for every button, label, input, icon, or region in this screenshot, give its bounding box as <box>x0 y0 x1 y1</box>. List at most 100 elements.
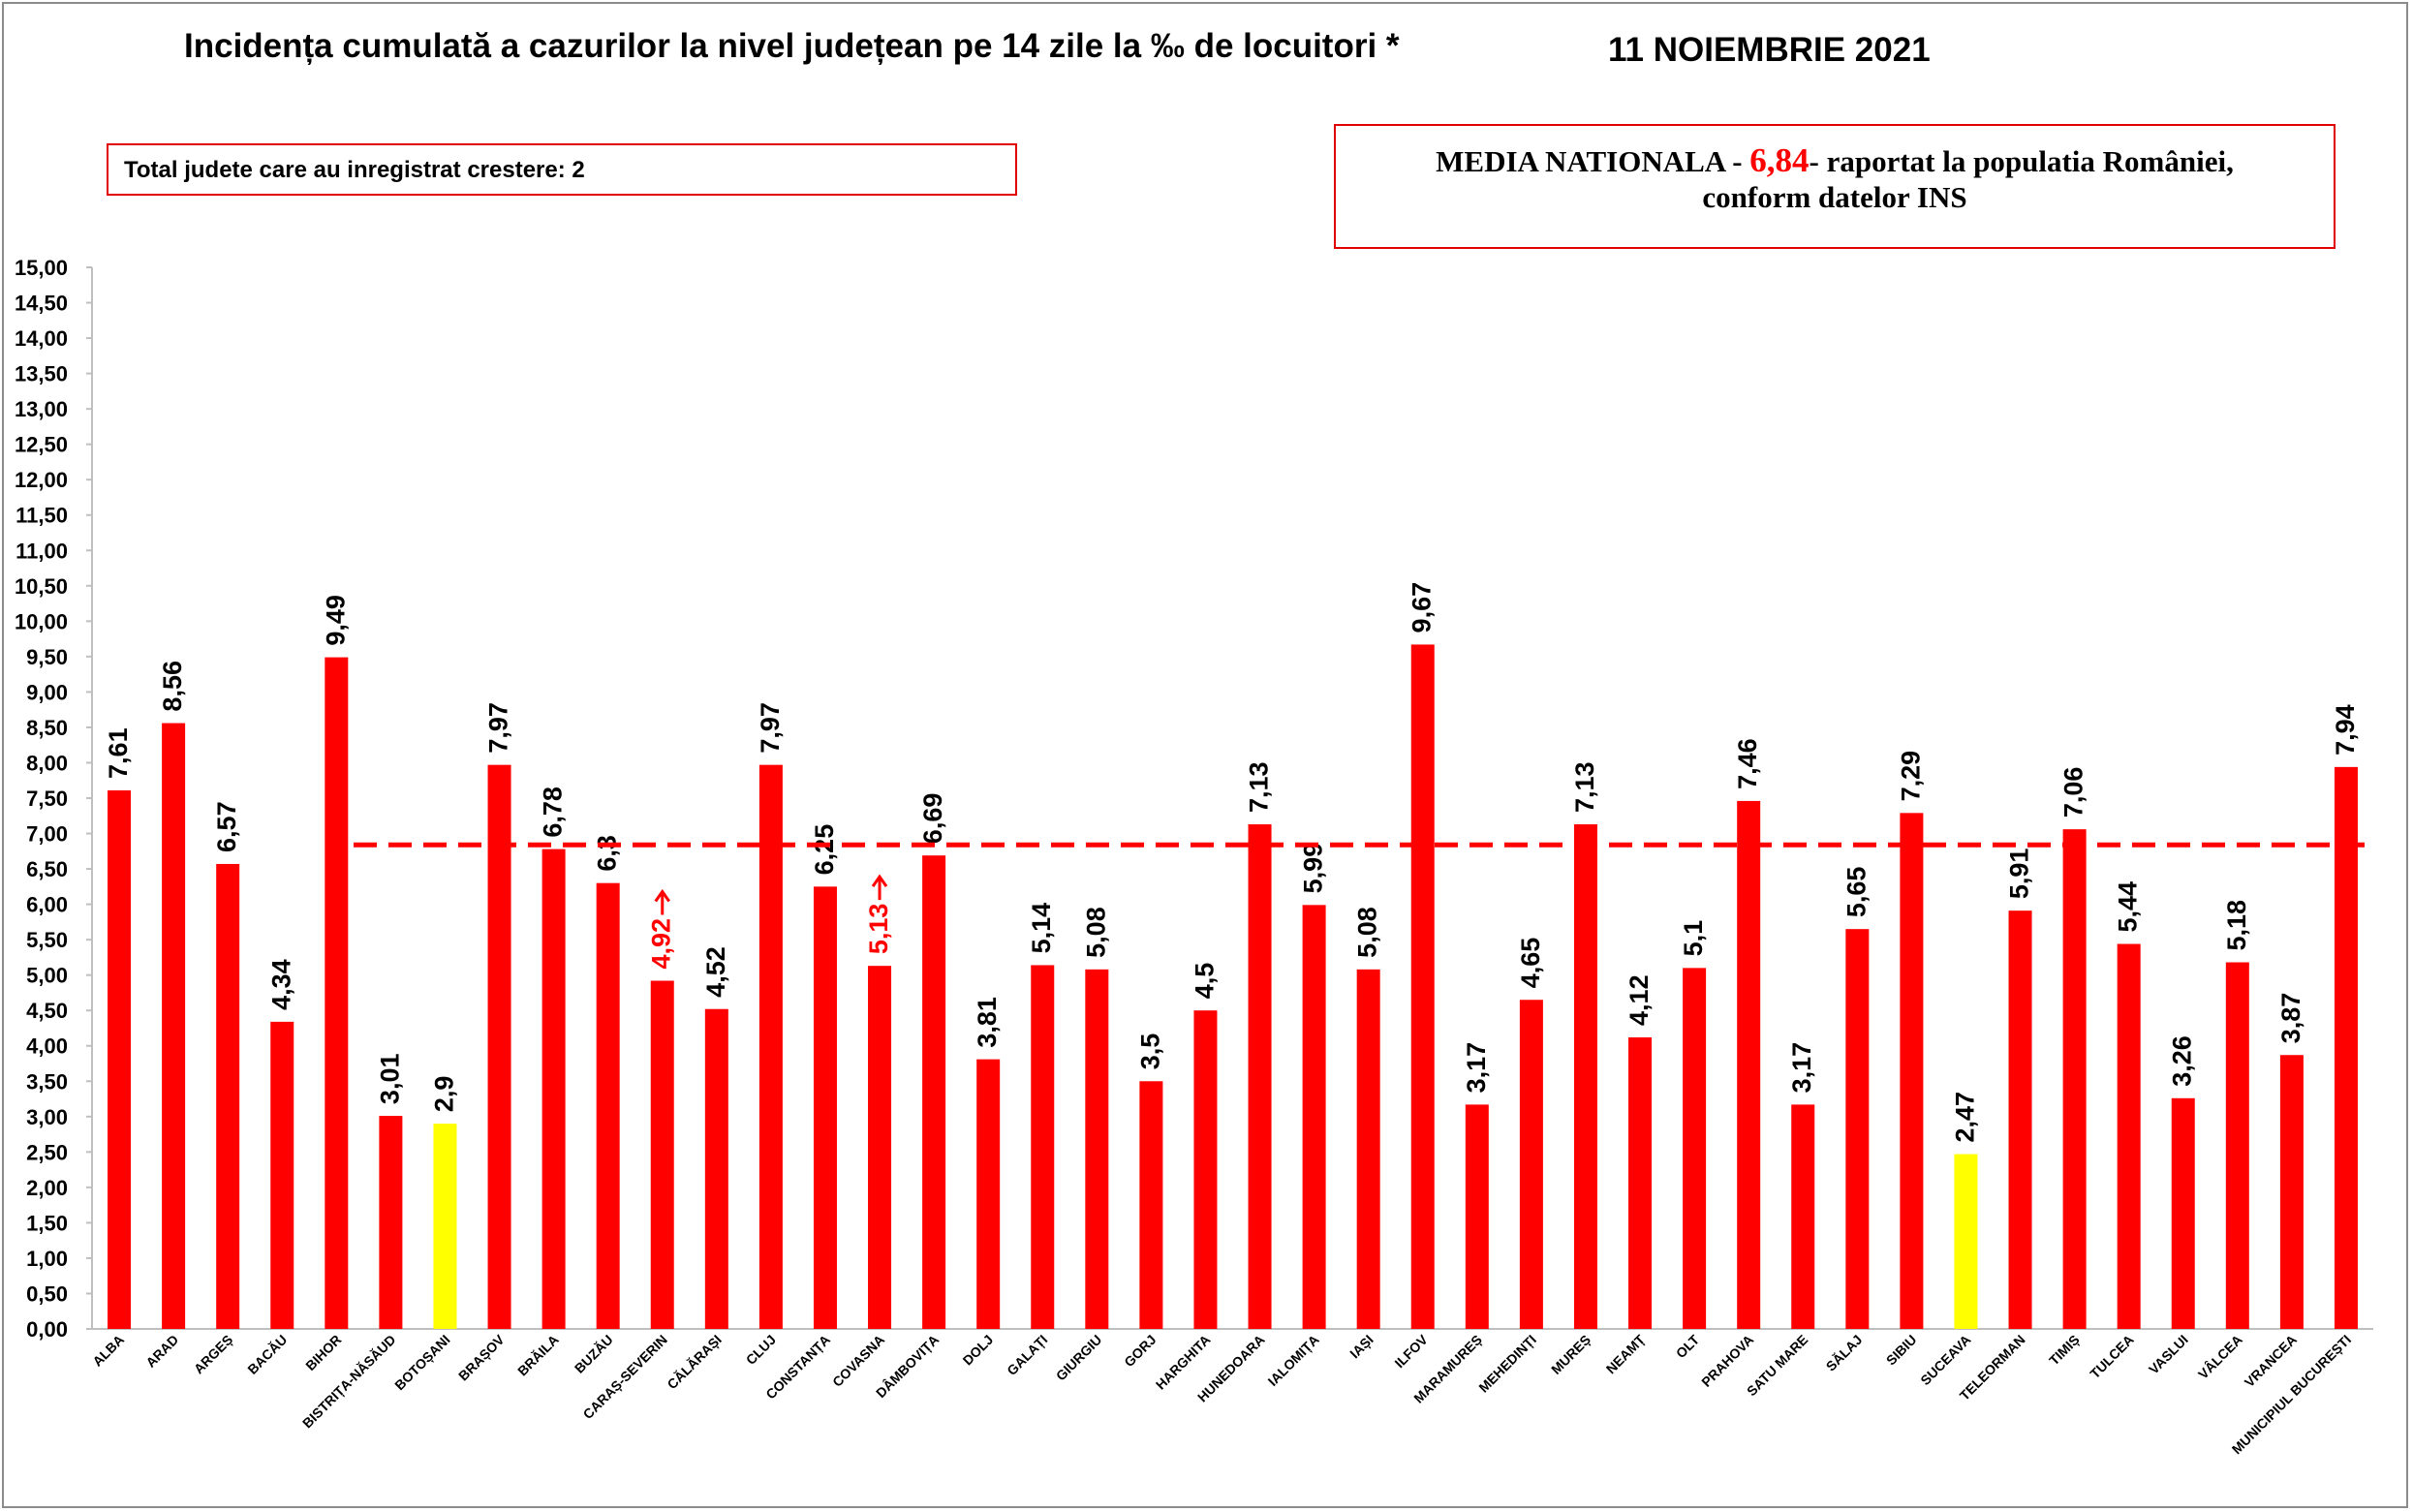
increase-arrow-icon <box>871 874 888 901</box>
y-tick-label: 8,50 <box>26 716 68 740</box>
value-label: 5,18 <box>2222 900 2251 951</box>
value-label: 8,56 <box>158 661 187 712</box>
bar <box>1683 968 1707 1329</box>
category-label: BUZĂU <box>572 1332 616 1376</box>
bar <box>1628 1036 1653 1329</box>
category-label: GORJ <box>1121 1332 1159 1370</box>
value-label: 7,46 <box>1733 738 1762 789</box>
category-label: IALOMIȚA <box>1265 1332 1322 1389</box>
increase-arrow-icon <box>654 888 670 915</box>
bar <box>2225 962 2249 1329</box>
y-tick-label: 7,50 <box>26 787 68 811</box>
national-average-suffix: - raportat la populatia României, <box>1809 144 2234 178</box>
category-label: CLUJ <box>743 1332 779 1368</box>
y-tick-label: 4,00 <box>26 1034 68 1059</box>
value-label: 4,92 <box>647 918 676 970</box>
y-tick-label: 0,50 <box>26 1281 68 1306</box>
value-label: 5,14 <box>1027 903 1056 954</box>
bar <box>433 1124 457 1329</box>
y-tick-label: 6,00 <box>26 893 68 917</box>
bar <box>1900 813 1924 1329</box>
increase-count-text: Total judete care au inregistrat crester… <box>124 157 585 183</box>
value-label: 5,08 <box>1081 907 1110 958</box>
bar <box>1356 969 1380 1329</box>
value-label: 3,26 <box>2168 1035 2197 1087</box>
bar <box>1573 824 1597 1329</box>
bar <box>1791 1104 1815 1329</box>
increase-count-box: Total judete care au inregistrat crester… <box>107 143 1017 196</box>
category-label: ALBA <box>89 1332 127 1370</box>
value-label: 4,52 <box>701 946 730 998</box>
value-label: 3,17 <box>1462 1042 1491 1094</box>
y-tick-label: 15,00 <box>15 256 68 280</box>
category-label: BOTOȘANI <box>391 1332 452 1393</box>
bar <box>1085 969 1109 1329</box>
category-label: BRĂILA <box>514 1332 562 1379</box>
category-label: ILFOV <box>1391 1331 1431 1371</box>
y-tick-label: 8,00 <box>26 751 68 775</box>
y-tick-label: 1,50 <box>26 1211 68 1235</box>
bar <box>162 723 186 1329</box>
value-label: 6,25 <box>810 824 839 876</box>
y-tick-label: 9,50 <box>26 645 68 669</box>
bar <box>758 764 783 1329</box>
category-label: BISTRIȚA-NĂSĂUD <box>299 1332 399 1432</box>
bar <box>596 882 620 1329</box>
category-label: GALAȚI <box>1004 1332 1050 1378</box>
y-tick-label: 10,00 <box>15 609 68 633</box>
value-label: 7,13 <box>1570 761 1599 813</box>
category-label: BRAȘOV <box>455 1331 508 1383</box>
value-label: 6,3 <box>593 835 622 872</box>
value-label: 7,13 <box>1245 761 1274 813</box>
bar <box>2334 766 2358 1329</box>
y-tick-label: 14,50 <box>15 292 68 316</box>
value-label: 5,44 <box>2114 881 2143 933</box>
bar <box>1031 965 1055 1329</box>
y-tick-label: 12,00 <box>15 468 68 492</box>
value-label: 4,12 <box>1624 974 1654 1026</box>
bar <box>379 1116 403 1329</box>
bar <box>216 863 240 1329</box>
y-tick-label: 11,00 <box>15 539 68 563</box>
category-label: ARGEȘ <box>191 1332 236 1377</box>
bar <box>650 980 674 1329</box>
value-label: 6,78 <box>539 787 568 838</box>
value-label: 9,67 <box>1408 582 1437 633</box>
report-date: 11 NOIEMBRIE 2021 <box>1608 31 1931 69</box>
y-tick-label: 3,50 <box>26 1069 68 1094</box>
bar <box>2171 1097 2195 1329</box>
y-tick-label: 3,00 <box>26 1105 68 1129</box>
bar <box>1954 1154 1978 1329</box>
value-label: 4,5 <box>1190 963 1219 1000</box>
y-tick-label: 13,00 <box>15 397 68 421</box>
y-tick-label: 10,50 <box>15 574 68 599</box>
category-label: DOLJ <box>960 1332 997 1369</box>
bar <box>1845 929 1870 1329</box>
category-label: TULCEA <box>2087 1332 2136 1381</box>
bar <box>1302 905 1326 1329</box>
bar <box>108 789 132 1329</box>
category-label: PRAHOVA <box>1698 1332 1756 1390</box>
value-label: 7,29 <box>1896 751 1925 802</box>
category-label: BACĂU <box>244 1332 290 1377</box>
bar <box>1465 1104 1489 1329</box>
y-tick-label: 5,50 <box>26 928 68 952</box>
y-tick-label: 4,50 <box>26 999 68 1023</box>
y-tick-label: 2,00 <box>26 1176 68 1200</box>
bar <box>868 966 892 1329</box>
value-label: 2,9 <box>429 1076 458 1113</box>
bar <box>541 849 566 1329</box>
value-label: 7,61 <box>104 727 133 779</box>
chart-title: Incidența cumulată a cazurilor la nivel … <box>184 27 1400 65</box>
bar <box>1410 644 1435 1329</box>
category-label: ARAD <box>142 1332 181 1371</box>
bar <box>2279 1055 2304 1329</box>
value-label: 6,69 <box>918 793 947 845</box>
value-label: 7,94 <box>2331 704 2360 756</box>
value-label: 3,81 <box>973 997 1002 1048</box>
y-tick-label: 9,00 <box>26 680 68 704</box>
y-tick-label: 5,00 <box>26 964 68 988</box>
bar <box>922 855 946 1329</box>
